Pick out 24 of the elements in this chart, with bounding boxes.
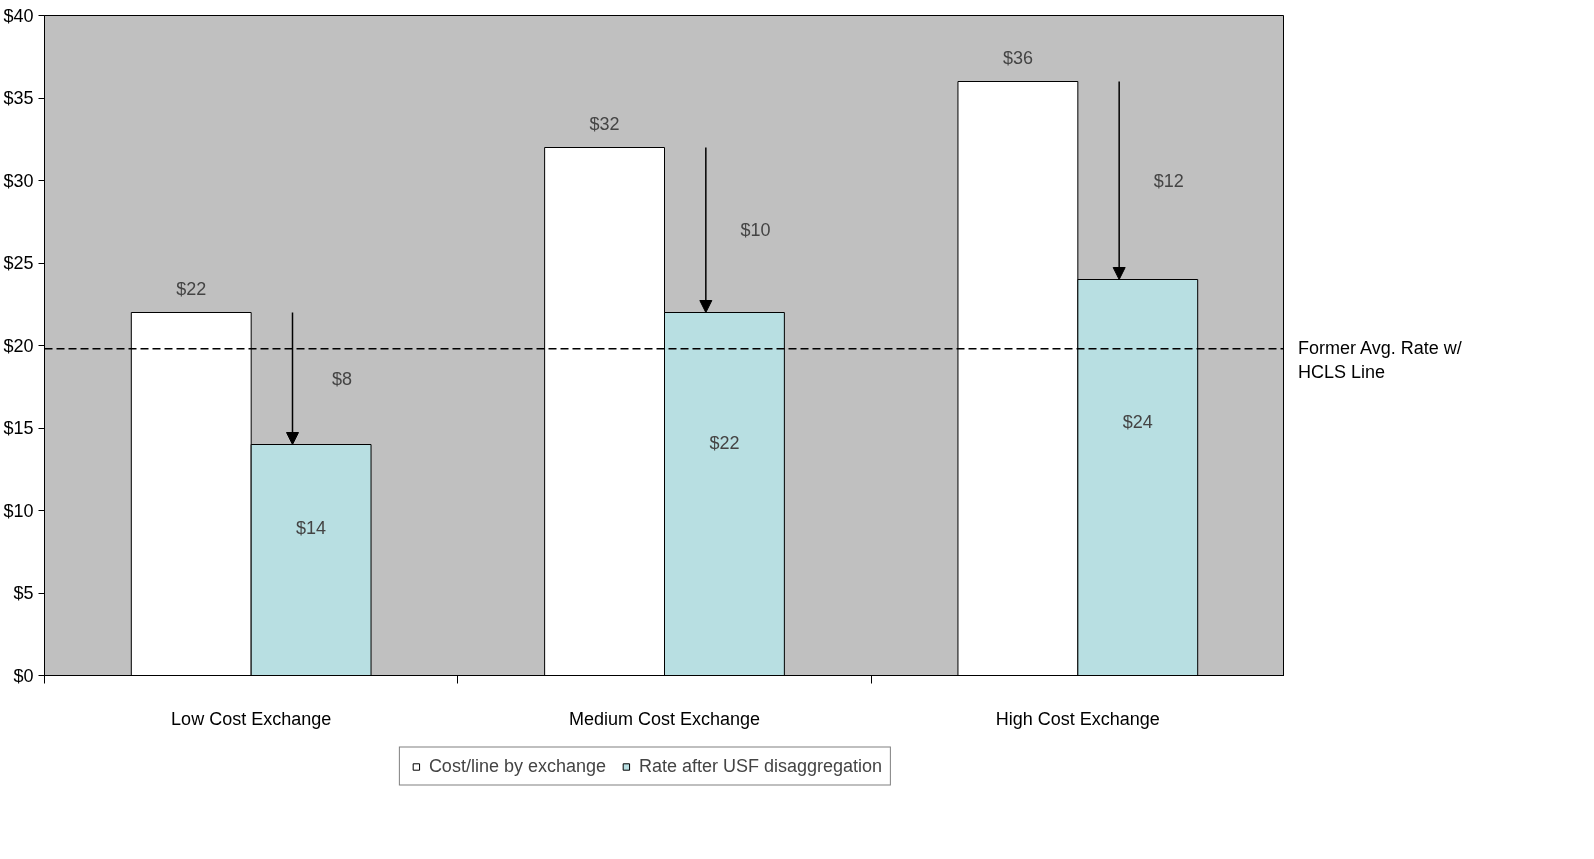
annotation: $8 — [332, 368, 353, 389]
y-tick-label: $40 — [3, 5, 34, 26]
data-label: $22 — [709, 433, 740, 454]
y-tick-label: $35 — [3, 88, 34, 108]
y-tick-label: $5 — [13, 583, 34, 603]
data-label: $22 — [176, 278, 207, 299]
y-tick-label: $25 — [3, 253, 34, 273]
y-tick-label: $30 — [3, 170, 34, 191]
legend-label: Cost/line by exchange — [428, 755, 606, 777]
legend-label: Rate after USF disaggregation — [638, 755, 883, 777]
x-tick-label: High Cost Exchange — [995, 708, 1160, 729]
y-tick-label: $0 — [13, 665, 34, 686]
x-tick-label: Medium Cost Exchange — [568, 708, 761, 729]
data-label: $36 — [1002, 47, 1033, 68]
y-tick-label: $15 — [3, 418, 34, 438]
annotation: $12 — [1153, 170, 1184, 191]
ref-line-label: Former Avg. Rate w/ HCLS Line — [1298, 337, 1462, 385]
y-tick-label: $10 — [3, 500, 34, 521]
y-tick-label: $20 — [3, 335, 34, 356]
data-label: $24 — [1122, 412, 1153, 433]
annotation: $10 — [740, 220, 771, 240]
data-label: $32 — [589, 113, 620, 134]
x-tick-label: Low Cost Exchange — [171, 708, 332, 729]
data-label: $14 — [296, 517, 327, 538]
